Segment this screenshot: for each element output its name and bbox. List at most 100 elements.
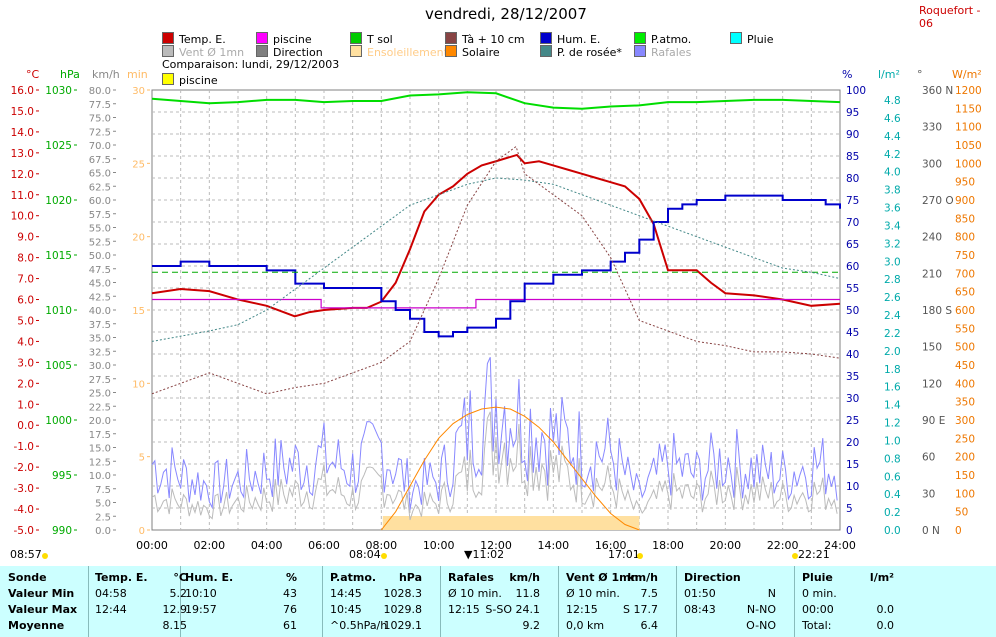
axis-tick-label: 60 (846, 261, 859, 273)
axis-tick-label: 75 (846, 195, 859, 207)
axis-tick-label: 1.8 (884, 364, 901, 376)
axis-tick-label: 0 (139, 526, 145, 537)
axis-tick-label: 35 (846, 371, 859, 383)
axis-tick-label: 65.0 (89, 169, 111, 180)
axis-tick-label: 50 (846, 305, 859, 317)
time-tick-label: 00:00 (136, 539, 168, 552)
legend-item: piscine (256, 32, 312, 46)
axis-tick-label: 1150 (955, 103, 982, 115)
stats-separator (180, 566, 181, 637)
stats-separator (558, 566, 559, 637)
axis-tick-label: 650 (955, 287, 975, 299)
stats-cell: 0,0 km (566, 619, 605, 632)
axis-tick-label: 60 (922, 452, 935, 464)
axis-unit-label: hPa (60, 68, 80, 81)
legend-item: Hum. E. (540, 32, 601, 46)
axis-tick-label: 2.0 (17, 378, 34, 390)
axis-unit-label: min (127, 68, 148, 81)
axis-tick-label: 1000 (955, 158, 982, 170)
axis-tick-label: 1.0 (17, 399, 34, 411)
axis-tick-label: 90 E (922, 415, 945, 427)
legend-label: piscine (179, 74, 218, 87)
axis-tick-label: 2.0 (884, 346, 901, 358)
axis-tick-label: 12.0 (11, 169, 34, 181)
axis-tick-label: 330 (922, 122, 942, 134)
series-t-10-cm (151, 145, 841, 395)
axis-tick-label: 0 (846, 525, 853, 537)
legend-swatch (350, 45, 362, 57)
axis-tick-label: 200 (955, 452, 975, 464)
axis-tick-label: 45 (846, 327, 859, 339)
stats-unit: km/h (509, 571, 540, 584)
axis-tick-label: 70 (846, 217, 859, 229)
axis-tick-label: 50 (955, 507, 968, 519)
legend-swatch (634, 45, 646, 57)
axis-tick-label: 180 S (922, 305, 952, 317)
sun-event-label: 17:01 (608, 548, 640, 561)
stats-value: 1028.3 (383, 587, 423, 600)
legend-item: Ensoleillement (350, 45, 448, 59)
axis-tick-label: 150 (922, 342, 942, 354)
time-tick-label: 10:00 (423, 539, 455, 552)
axis-tick-label: 52.5 (89, 237, 111, 248)
legend-swatch (162, 73, 174, 85)
axis-tick-label: 32.5 (89, 347, 111, 358)
time-tick-label: 20:00 (709, 539, 741, 552)
axis-tick-label: 77.5 (89, 100, 111, 111)
axis-tick-label: 3.8 (884, 185, 901, 197)
axis-tick-label: 85 (846, 151, 859, 163)
axis-tick-label: 7.5 (95, 485, 111, 496)
axis-tick-label: 300 (922, 158, 942, 170)
axis-tick-label: 17.5 (89, 430, 111, 441)
legend-label: Pluie (747, 33, 774, 46)
axis-tick-label: 270 O (922, 195, 954, 207)
legend-item: P. de rosée* (540, 45, 622, 59)
stats-value: S-SO 24.1 (485, 603, 540, 616)
axis-tick-label: 15 (846, 459, 859, 471)
series-p-atmo- (151, 91, 841, 110)
legend-label: P. de rosée* (557, 46, 622, 59)
axis-tick-label: 10 (132, 379, 145, 390)
stats-row-label: Valeur Max (8, 603, 78, 616)
axis-tick-label: 3.6 (884, 203, 901, 215)
axis-tick-label: 1050 (955, 140, 982, 152)
time-tick-label: 08:00 (365, 539, 397, 552)
axis-tick-label: 5.0 (95, 499, 111, 510)
legend-label: P.atmo. (651, 33, 692, 46)
axis-tick-label: 7.0 (17, 274, 34, 286)
axis-tick-label: 120 (922, 378, 942, 390)
legend-item: Tà + 10 cm (445, 32, 525, 46)
axis-tick-label: 20 (846, 437, 859, 449)
axis-tick-label: 995 (52, 470, 72, 482)
time-tick-label: 14:00 (537, 539, 569, 552)
axis-tick-label: 67.5 (89, 155, 111, 166)
series-piscine (152, 298, 840, 309)
stats-cell: 08:43 (684, 603, 716, 616)
stats-cell: 10:10 (185, 587, 217, 600)
legend-label: Hum. E. (557, 33, 601, 46)
stats-header: Hum. E. (185, 571, 234, 584)
stats-cell: 12:44 (95, 603, 127, 616)
axis-tick-label: 0.0 (884, 525, 901, 537)
series-hum-e- (152, 194, 841, 338)
sun-event-label: ▼11:02 (464, 548, 504, 561)
axis-tick-label: 37.5 (89, 320, 111, 331)
legend-item: T sol (350, 32, 393, 46)
stats-value: 76 (283, 603, 297, 616)
axis-tick-label: 25.0 (89, 389, 111, 400)
axis-tick-label: 5.0 (17, 315, 34, 327)
axis-tick-label: 90 (846, 129, 859, 141)
stats-value: 8.15 (162, 619, 188, 632)
axis-tick-label: 1000 (45, 415, 72, 427)
axis-tick-label: 4.4 (884, 131, 901, 143)
axis-tick-label: 30 (132, 86, 145, 97)
weather-chart: 16.0 15.0 14.0 13.0 12.0 11.0 10.0 9.0 8.0 7.0 6.0… (10, 68, 982, 561)
axis-tick-label: 3.2 (884, 238, 901, 250)
legend-item: Solaire (445, 45, 500, 59)
legend-label: Temp. E. (179, 33, 226, 46)
axis-tick-label: 42.5 (89, 292, 111, 303)
axis-tick-label: 40.0 (89, 306, 111, 317)
moon-icon (792, 553, 798, 559)
stats-cell: 04:58 (95, 587, 127, 600)
axis-tick-label: 240 (922, 232, 942, 244)
